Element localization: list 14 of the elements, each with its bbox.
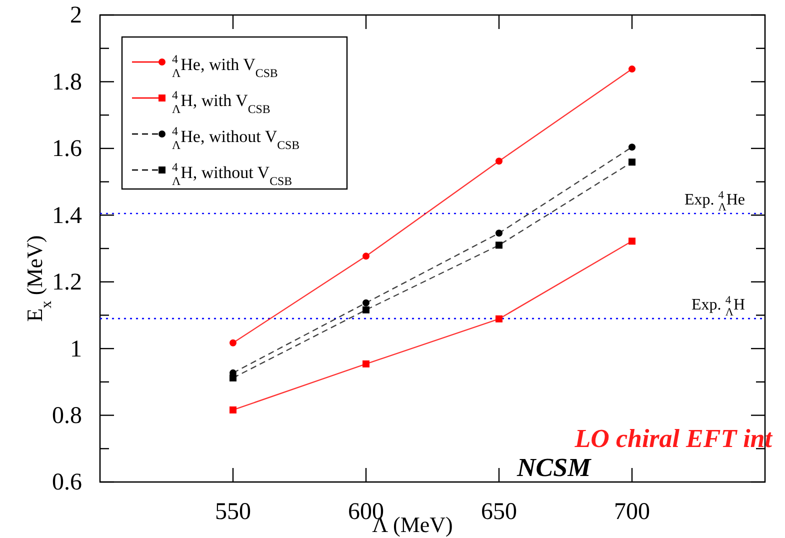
ref-line-label: Exp. $^{4}$$_{Λ}$He <box>684 189 745 214</box>
y-tick-label: 1.6 <box>52 136 82 162</box>
y-tick-label: 1.2 <box>52 270 82 296</box>
x-tick-label: 700 <box>614 499 650 526</box>
y-tick-label: 0.8 <box>52 402 82 429</box>
y-tick-label: 1.4 <box>52 202 82 229</box>
x-tick-label: 550 <box>215 499 251 526</box>
annotation: NCSM <box>516 453 592 482</box>
y-tick-label: 1.8 <box>52 69 82 96</box>
y-tick-label: 0.6 <box>52 470 82 496</box>
y-tick-label: 2 <box>70 2 82 29</box>
y-tick-label: 1 <box>70 336 82 362</box>
x-tick-label: 650 <box>481 499 517 526</box>
ref-line-label: Exp. $^{4}$$_{Λ}$H <box>692 294 746 319</box>
